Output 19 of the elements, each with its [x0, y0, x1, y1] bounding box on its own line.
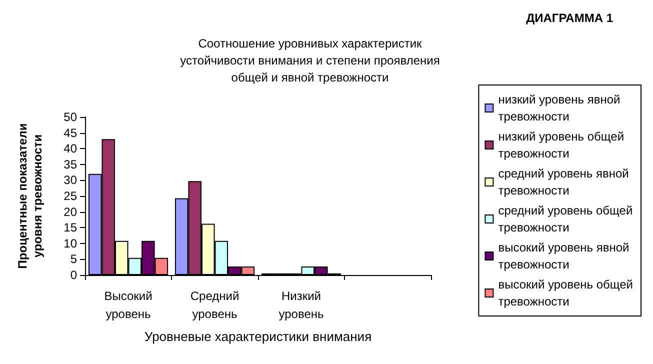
x-axis-title: Уровневые характеристики внимания [144, 329, 372, 344]
y-tick-label: 20 [64, 204, 78, 219]
y-tick-label: 15 [64, 220, 78, 235]
y-axis-title: Процентные показатели уровня тревожности [16, 123, 44, 269]
y-tick-label: 35 [64, 157, 78, 172]
legend-label: высокий уровень общей тревожности [498, 278, 634, 308]
y-tick-label: 30 [64, 173, 78, 188]
y-tick-label: 0 [70, 268, 78, 282]
y-tick-label: 40 [64, 142, 78, 156]
y-tick-label: 50 [64, 110, 78, 124]
y-tick-label: 25 [64, 189, 78, 203]
y-tick-label: 10 [64, 236, 78, 250]
x-tick-label: Высокий уровень [104, 289, 152, 321]
x-tick-label: Низкий уровень [278, 289, 324, 321]
chart-title: Соотношение уровнивых характеристик устойчивости внимания и степени проявления общей и явной тревожности [180, 36, 440, 84]
y-tick-label: 45 [64, 126, 78, 140]
y-tick-label: 5 [70, 252, 78, 266]
x-tick-label: Средний уровень [190, 289, 240, 321]
text: ДИАГРАММА 1 [526, 11, 614, 25]
